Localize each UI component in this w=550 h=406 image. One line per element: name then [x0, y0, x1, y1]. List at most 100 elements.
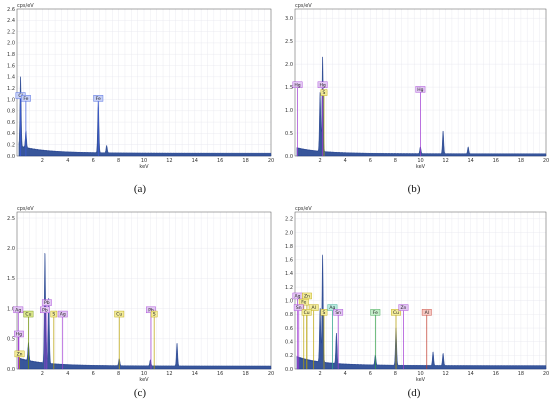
panel-b: 0.0 0.5 1.0 1.5 2.0 2.5 3.0 2 4 6 8 10 12 14 16 18 20 cps… — [278, 0, 550, 170]
panel-d: 0.0 0.2 0.4 0.6 0.8 1.0 1.2 1.4 1.6 1.8 2.0 2.2 2 4 6 8… — [278, 203, 550, 383]
y-tick-label: 1.0 — [285, 108, 293, 114]
element-marker-box — [57, 310, 68, 318]
panel-a: 0.0 0.2 0.4 0.6 0.8 1.0 1.2 1.4 1.6 1.8 2.0 2.2 2.4 2… — [0, 0, 275, 170]
y-tick-label: 2.0 — [285, 230, 293, 236]
x-tick-label: 20 — [543, 158, 549, 164]
element-marker-box — [391, 309, 401, 316]
x-tick-label: 2 — [319, 371, 322, 377]
element-marker-label: S — [153, 312, 156, 318]
spectrum-chart-c: 0.0 0.5 1.0 1.5 2.0 2.5 2 4 6 8 10 12 14 16 18 20 cps/eV… — [7, 206, 274, 383]
element-marker-box — [320, 89, 328, 96]
y-tick-label: 0.6 — [285, 326, 293, 332]
element-marker-label: Ag — [15, 307, 21, 313]
x-tick-label: 12 — [166, 158, 172, 164]
y-tick-label: 2.4 — [7, 18, 15, 24]
y-tick-label: 0.0 — [285, 154, 293, 160]
y-tick-label: 0.0 — [285, 367, 293, 373]
element-marker-label: Al — [312, 305, 316, 311]
caption-c: (c) — [133, 387, 147, 399]
y-axis-label: cps/eV — [17, 3, 34, 9]
x-axis-label: keV — [139, 377, 149, 383]
y-tick-label: 2.6 — [7, 7, 15, 13]
element-marker-box — [40, 306, 50, 314]
element-marker-label: S — [323, 90, 326, 96]
spectrum-trace — [18, 253, 272, 370]
x-tick-label: 4 — [66, 158, 69, 164]
x-tick-label: 14 — [192, 371, 198, 377]
panel-c: 0.0 0.5 1.0 1.5 2.0 2.5 2 4 6 8 10 12 14 16 18 20 cps/eV… — [0, 203, 275, 383]
element-marker-label: Pb — [42, 307, 48, 313]
y-tick-label: 0.4 — [285, 339, 293, 345]
element-marker-label: Cl — [18, 93, 22, 99]
y-tick-label: 1.0 — [7, 306, 15, 312]
x-axis-label: keV — [139, 164, 149, 170]
element-marker-box — [415, 86, 426, 93]
y-tick-label: 1.0 — [285, 299, 293, 305]
y-tick-label: 2.0 — [285, 62, 293, 68]
y-tick-label: 1.6 — [7, 63, 15, 69]
y-axis-label: cps/eV — [17, 206, 34, 212]
element-marker-box — [298, 298, 309, 306]
element-marker-box — [20, 95, 31, 102]
x-tick-label: 8 — [394, 158, 397, 164]
element-marker-label: Pb — [148, 307, 154, 313]
spectrum-trace — [296, 56, 547, 157]
y-tick-label: 1.4 — [285, 271, 293, 277]
x-tick-label: 10 — [141, 371, 147, 377]
y-tick-label: 2.5 — [285, 39, 293, 45]
x-axis-label: keV — [416, 377, 426, 383]
y-tick-label: 0.0 — [7, 367, 15, 373]
y-tick-label: 0.0 — [7, 154, 15, 160]
spectrum-chart-a: 0.0 0.2 0.4 0.6 0.8 1.0 1.2 1.4 1.6 1.8 2.0 2.2 2.4 2… — [7, 3, 274, 170]
y-tick-label: 2.0 — [7, 246, 15, 252]
y-tick-label: 2.2 — [285, 217, 293, 223]
x-tick-label: 14 — [468, 158, 474, 164]
element-marker-label: Fe — [23, 96, 28, 102]
element-marker-box — [13, 306, 24, 314]
x-tick-label: 12 — [166, 371, 172, 377]
caption-d: (d) — [407, 387, 421, 399]
element-marker-box — [370, 309, 381, 316]
y-tick-label: 0.8 — [7, 109, 15, 115]
element-marker-label: Ag — [295, 294, 301, 300]
y-tick-label: 1.8 — [285, 244, 293, 250]
x-tick-label: 14 — [468, 371, 474, 377]
spectrum-trace — [18, 76, 272, 157]
x-tick-label: 2 — [41, 158, 44, 164]
element-marker-label: Fe — [301, 300, 306, 306]
y-tick-label: 1.5 — [285, 85, 293, 91]
y-tick-label: 1.0 — [7, 97, 15, 103]
y-tick-label: 0.2 — [7, 142, 15, 148]
x-tick-label: 6 — [369, 371, 372, 377]
element-marker-box — [320, 309, 328, 316]
y-tick-label: 1.6 — [285, 258, 293, 264]
y-tick-label: 0.6 — [7, 120, 15, 126]
element-marker-label: Sn — [335, 310, 341, 316]
spectrum-haze — [18, 76, 272, 156]
element-marker-box — [114, 310, 125, 318]
x-tick-label: 8 — [117, 371, 120, 377]
x-tick-label: 6 — [369, 158, 372, 164]
x-tick-label: 8 — [117, 158, 120, 164]
x-tick-label: 18 — [518, 371, 524, 377]
y-tick-label: 3.0 — [285, 16, 293, 22]
caption-b: (b) — [407, 183, 421, 195]
element-marker-box — [308, 304, 319, 311]
x-tick-label: 2 — [319, 158, 322, 164]
x-tick-label: 16 — [493, 158, 499, 164]
x-tick-label: 18 — [518, 158, 524, 164]
y-tick-label: 1.2 — [7, 86, 15, 92]
element-marker-label: Zn — [400, 305, 406, 311]
x-tick-label: 6 — [92, 158, 95, 164]
x-tick-label: 16 — [217, 371, 223, 377]
element-marker-box — [301, 309, 312, 316]
element-marker-label: Cu — [116, 312, 122, 318]
x-tick-label: 16 — [493, 371, 499, 377]
x-tick-label: 4 — [66, 371, 69, 377]
spectrum-chart-b: 0.0 0.5 1.0 1.5 2.0 2.5 3.0 2 4 6 8 10 12 14 16 18 20 cps… — [285, 3, 549, 170]
spectrum-haze — [296, 56, 546, 156]
x-tick-label: 20 — [543, 371, 549, 377]
element-marker-box — [398, 304, 409, 311]
element-marker-label: S — [52, 312, 55, 318]
y-tick-label: 1.8 — [7, 52, 15, 58]
